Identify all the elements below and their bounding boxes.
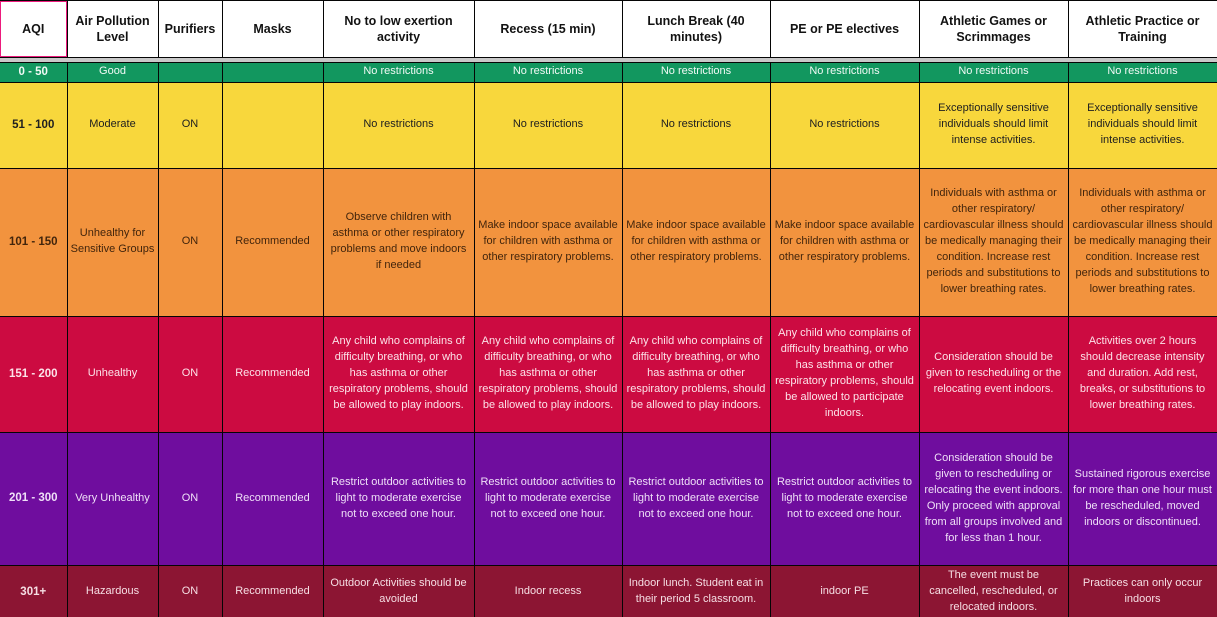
table-cell[interactable]: Any child who complains of difficulty br… xyxy=(473,315,623,433)
table-cell[interactable] xyxy=(221,62,324,83)
table-cell[interactable]: 51 - 100 xyxy=(0,81,68,169)
table-cell[interactable]: Restrict outdoor activities to light to … xyxy=(322,431,475,566)
table-cell[interactable]: No restrictions xyxy=(918,62,1069,83)
table-row-moderate: 51 - 100 Moderate ON No restrictions No … xyxy=(0,81,1217,169)
table-cell[interactable]: No restrictions xyxy=(1067,62,1217,83)
table-cell[interactable]: No restrictions xyxy=(769,62,920,83)
table-cell[interactable]: ON xyxy=(157,431,223,566)
table-cell[interactable]: Outdoor Activities should be avoided xyxy=(322,564,475,617)
col-header-lunch-break[interactable]: Lunch Break (40 minutes) xyxy=(621,0,771,58)
table-cell[interactable]: Individuals with asthma or other respira… xyxy=(918,167,1069,317)
table-cell[interactable]: Recommended xyxy=(221,315,324,433)
table-cell[interactable]: No restrictions xyxy=(322,62,475,83)
table-cell[interactable]: Exceptionally sensitive individuals shou… xyxy=(1067,81,1217,169)
col-header-no-to-low-exertion[interactable]: No to low exertion activity xyxy=(322,0,475,58)
table-cell[interactable]: Hazardous xyxy=(66,564,159,617)
table-cell[interactable]: Recommended xyxy=(221,564,324,617)
table-cell[interactable]: Any child who complains of difficulty br… xyxy=(322,315,475,433)
header-separator-row xyxy=(0,57,1217,63)
table-cell[interactable]: No restrictions xyxy=(621,81,771,169)
table-cell[interactable]: Recommended xyxy=(221,167,324,317)
table-cell[interactable]: Individuals with asthma or other respira… xyxy=(1067,167,1217,317)
table-cell[interactable]: Make indoor space available for children… xyxy=(769,167,920,317)
table-cell[interactable]: Moderate xyxy=(66,81,159,169)
table-cell[interactable]: Any child who complains of difficulty br… xyxy=(621,315,771,433)
table-cell[interactable]: indoor PE xyxy=(769,564,920,617)
table-row-unhealthy-sensitive: 101 - 150 Unhealthy for Sensitive Groups… xyxy=(0,167,1217,317)
table-cell[interactable]: ON xyxy=(157,81,223,169)
table-cell[interactable]: Activities over 2 hours should decrease … xyxy=(1067,315,1217,433)
table-cell[interactable]: Sustained rigorous exercise for more tha… xyxy=(1067,431,1217,566)
table-cell[interactable] xyxy=(157,62,223,83)
table-cell[interactable]: No restrictions xyxy=(473,62,623,83)
table-cell[interactable]: 201 - 300 xyxy=(0,431,68,566)
table-cell[interactable]: Indoor recess xyxy=(473,564,623,617)
col-header-purifiers[interactable]: Purifiers xyxy=(157,0,223,58)
table-cell[interactable]: Practices can only occur indoors xyxy=(1067,564,1217,617)
header-row: AQI Air Pollution Level Purifiers Masks … xyxy=(0,0,1217,58)
table-cell[interactable]: Any child who complains of difficulty br… xyxy=(769,315,920,433)
table-row-unhealthy: 151 - 200 Unhealthy ON Recommended Any c… xyxy=(0,315,1217,433)
table-cell[interactable]: Observe children with asthma or other re… xyxy=(322,167,475,317)
table-cell[interactable]: ON xyxy=(157,315,223,433)
header-separator xyxy=(0,57,1217,63)
table-row-very-unhealthy: 201 - 300 Very Unhealthy ON Recommended … xyxy=(0,431,1217,566)
table-cell[interactable]: Exceptionally sensitive individuals shou… xyxy=(918,81,1069,169)
table-cell[interactable]: Make indoor space available for children… xyxy=(473,167,623,317)
col-header-athletic-practice[interactable]: Athletic Practice or Training xyxy=(1067,0,1217,58)
table-cell[interactable]: 0 - 50 xyxy=(0,62,68,83)
table-row-hazardous: 301+ Hazardous ON Recommended Outdoor Ac… xyxy=(0,564,1217,617)
col-header-pe[interactable]: PE or PE electives xyxy=(769,0,920,58)
table-cell[interactable]: 101 - 150 xyxy=(0,167,68,317)
table-cell[interactable]: Very Unhealthy xyxy=(66,431,159,566)
table-cell[interactable]: Unhealthy for Sensitive Groups xyxy=(66,167,159,317)
table-cell[interactable]: Unhealthy xyxy=(66,315,159,433)
table-cell[interactable]: Indoor lunch. Student eat in their perio… xyxy=(621,564,771,617)
col-header-masks[interactable]: Masks xyxy=(221,0,324,58)
table-cell[interactable]: 301+ xyxy=(0,564,68,617)
table-cell[interactable]: The event must be cancelled, rescheduled… xyxy=(918,564,1069,617)
col-header-athletic-games[interactable]: Athletic Games or Scrimmages xyxy=(918,0,1069,58)
table-cell[interactable]: Recommended xyxy=(221,431,324,566)
table-cell[interactable]: No restrictions xyxy=(769,81,920,169)
table-cell[interactable]: Restrict outdoor activities to light to … xyxy=(473,431,623,566)
table-cell[interactable]: No restrictions xyxy=(473,81,623,169)
table-cell[interactable]: ON xyxy=(157,167,223,317)
table-cell[interactable]: Good xyxy=(66,62,159,83)
table-cell[interactable]: No restrictions xyxy=(621,62,771,83)
table-cell[interactable]: ON xyxy=(157,564,223,617)
table-cell[interactable]: 151 - 200 xyxy=(0,315,68,433)
table-cell[interactable]: Consideration should be given to resched… xyxy=(918,431,1069,566)
col-header-air-pollution-level[interactable]: Air Pollution Level xyxy=(66,0,159,58)
col-header-aqi[interactable]: AQI xyxy=(0,0,68,58)
col-header-recess[interactable]: Recess (15 min) xyxy=(473,0,623,58)
table-cell[interactable]: Restrict outdoor activities to light to … xyxy=(621,431,771,566)
table-cell[interactable]: Consideration should be given to resched… xyxy=(918,315,1069,433)
table-cell[interactable]: Make indoor space available for children… xyxy=(621,167,771,317)
table-row-good: 0 - 50 Good No restrictions No restricti… xyxy=(0,62,1217,83)
table-cell[interactable]: Restrict outdoor activities to light to … xyxy=(769,431,920,566)
table-cell[interactable]: No restrictions xyxy=(322,81,475,169)
table-cell[interactable] xyxy=(221,81,324,169)
